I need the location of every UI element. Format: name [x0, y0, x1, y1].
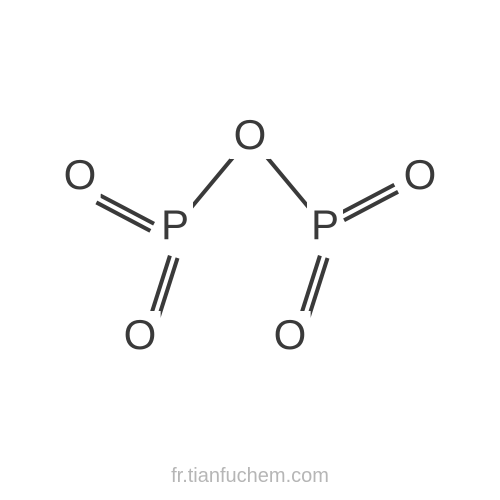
- atom-o: O: [230, 111, 271, 159]
- bond: [188, 153, 236, 210]
- atom-o: O: [270, 311, 311, 359]
- bond: [342, 187, 404, 230]
- watermark-text: fr.tianfuchem.com: [171, 465, 329, 488]
- molecule-canvas: OOOPPOO: [0, 0, 500, 500]
- atom-o: O: [400, 151, 441, 199]
- atom-o: O: [120, 311, 161, 359]
- atom-p: P: [307, 201, 343, 249]
- bond: [97, 187, 159, 230]
- atom-p: P: [157, 201, 193, 249]
- bond: [263, 153, 311, 210]
- atom-o: O: [60, 151, 101, 199]
